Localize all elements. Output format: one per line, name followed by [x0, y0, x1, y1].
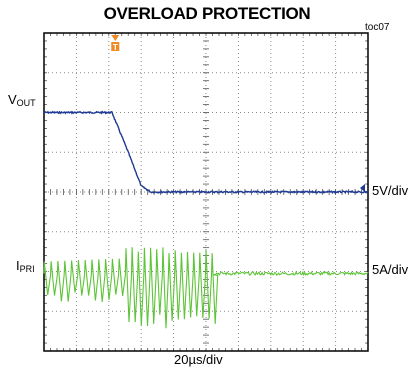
trigger-marker-box — [111, 42, 120, 51]
plot-frame — [43, 32, 369, 352]
figure-code: toc07 — [365, 22, 390, 33]
ipri-label: IPRI — [16, 258, 35, 274]
trigger-marker-glyph: T — [113, 43, 118, 52]
ipri-scale-label: 5A/div — [372, 262, 409, 277]
vout-label: VOUT — [8, 92, 36, 108]
vout-scale-label: 5V/div — [372, 183, 409, 198]
ipri-trace — [43, 247, 369, 329]
vout-trace — [43, 110, 369, 195]
timebase-label: 20µs/div — [174, 352, 223, 367]
scope-grid — [44, 33, 368, 351]
chart-title: OVERLOAD PROTECTION — [103, 4, 311, 23]
trigger-level-marker — [360, 184, 365, 193]
trigger-position-marker — [111, 35, 120, 41]
